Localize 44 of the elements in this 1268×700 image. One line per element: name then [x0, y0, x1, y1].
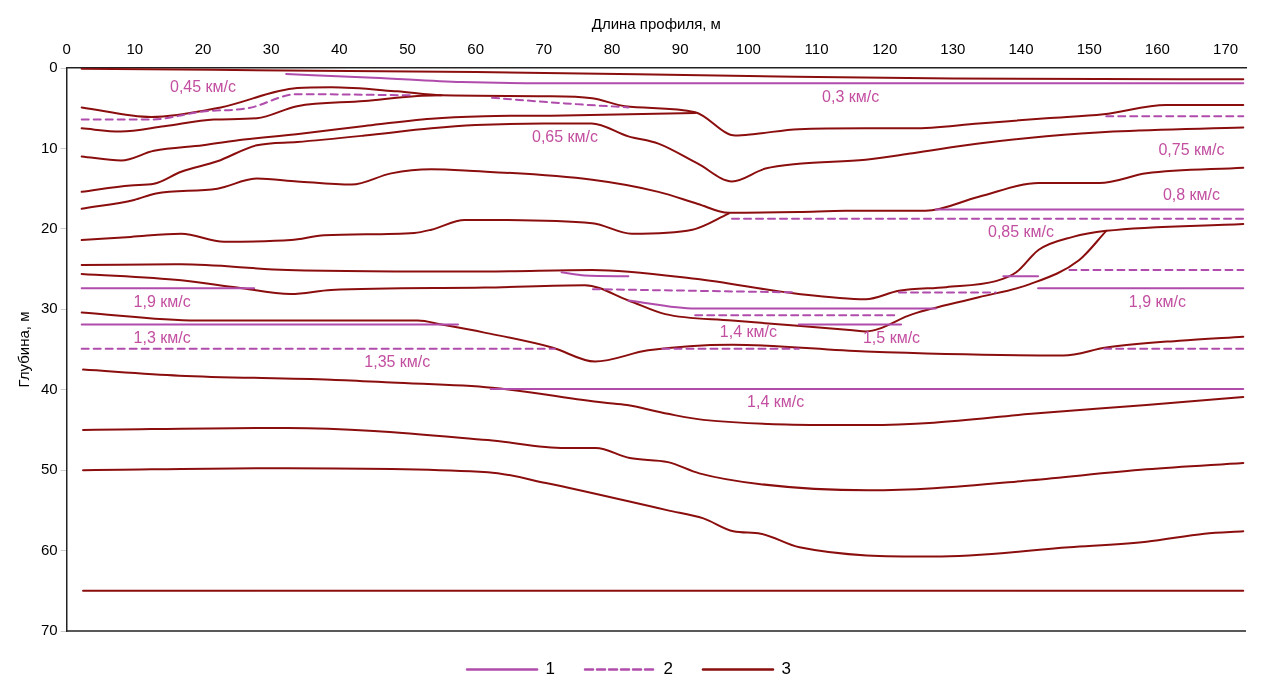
x-tick-label: 90: [671, 40, 689, 58]
y-tick-label: 60: [41, 540, 58, 558]
y-tick-label: 0: [49, 58, 58, 76]
x-tick-label: 120: [872, 40, 898, 58]
annotation: 0,45 км/с: [170, 77, 237, 95]
annotation: 1,4 км/с: [719, 322, 777, 340]
legend-label: 2: [663, 659, 673, 679]
x-tick-label: 0: [62, 40, 71, 58]
x-tick-label: 160: [1144, 40, 1170, 58]
x-tick-label: 130: [940, 40, 966, 58]
annotation: 1,9 км/с: [1128, 292, 1186, 310]
x-tick-label: 140: [1008, 40, 1034, 58]
y-tick-label: 50: [41, 460, 58, 478]
x-tick-label: 40: [331, 40, 348, 58]
x-tick-label: 20: [194, 40, 212, 58]
x-tick-label: 50: [399, 40, 416, 58]
x-axis-title: Длина профиля, м: [591, 15, 721, 33]
x-tick-label: 60: [467, 40, 485, 58]
legend-label: 1: [545, 659, 556, 679]
x-tick-label: 100: [735, 40, 761, 58]
annotation: 1,4 км/с: [747, 393, 805, 411]
legend-label: 3: [781, 659, 791, 679]
x-tick-label: 80: [603, 40, 621, 58]
annotation: 0,85 км/с: [988, 223, 1055, 241]
annotation: 0,65 км/с: [531, 127, 599, 145]
x-tick-label: 150: [1076, 40, 1102, 58]
annotation: 1,3 км/с: [133, 328, 191, 346]
x-tick-label: 110: [804, 40, 829, 58]
y-tick-label: 70: [41, 621, 58, 639]
y-tick-label: 30: [41, 299, 58, 317]
annotation: 1,9 км/с: [133, 292, 191, 310]
y-tick-label: 10: [41, 138, 58, 156]
annotation: 1,5 км/с: [862, 328, 921, 346]
annotation: 1,35 км/с: [364, 353, 431, 371]
x-tick-label: 10: [126, 40, 144, 58]
y-axis-title: Глубина, м: [15, 311, 33, 388]
y-tick-label: 20: [41, 219, 58, 236]
annotation: 0,75 км/с: [1158, 140, 1225, 158]
x-tick-label: 170: [1213, 40, 1239, 58]
annotation: 0,3 км/с: [822, 87, 880, 105]
x-tick-label: 70: [535, 40, 553, 58]
y-tick-label: 40: [41, 379, 58, 397]
x-tick-label: 30: [262, 40, 280, 58]
annotation: 0,8 км/с: [1162, 185, 1221, 203]
